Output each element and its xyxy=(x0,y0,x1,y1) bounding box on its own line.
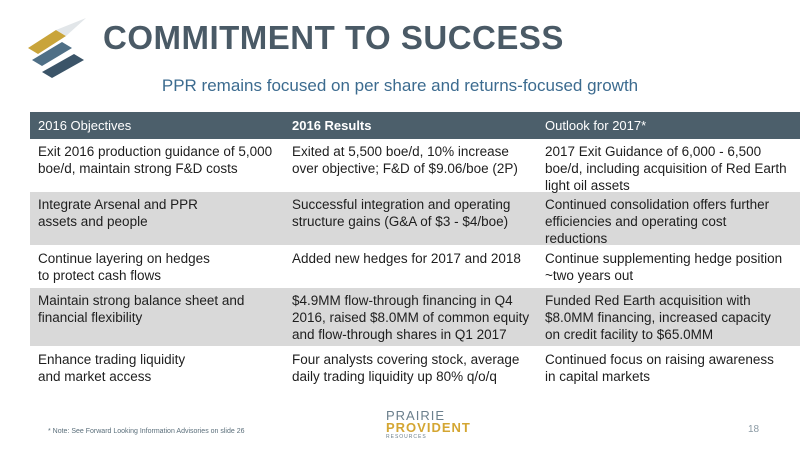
cell-line: to protect cash flows xyxy=(38,268,162,283)
cell-line: Successful integration and operating xyxy=(292,197,511,212)
cell-line: boe/d, maintain strong F&D costs xyxy=(38,161,238,176)
cell-line: efficiencies and operating cost xyxy=(545,214,727,229)
cell-line: 2017 Exit Guidance of 6,000 - 6,500 xyxy=(545,144,762,159)
objective-cell: Integrate Arsenal and PPR assets and peo… xyxy=(30,192,284,245)
page-title: COMMITMENT TO SUCCESS xyxy=(103,19,564,56)
cell-line: reductions xyxy=(545,231,608,246)
cell-line: structure gains (G&A of $3 - $4/boe) xyxy=(292,214,509,229)
cell-line: over objective; F&D of $9.06/boe (2P) xyxy=(292,161,518,176)
page-subtitle: PPR remains focused on per share and ret… xyxy=(161,76,639,95)
cell-line: Continued consolidation offers further xyxy=(545,197,770,212)
cell-line: financial flexibility xyxy=(38,310,143,325)
cell-line: 2016, raised $8.0MM of common equity xyxy=(292,310,530,325)
table-row: Exit 2016 production guidance of 5,000 b… xyxy=(30,139,800,193)
table-header-row: 2016 Objectives 2016 Results Outlook for… xyxy=(30,112,800,139)
outlook-cell: 2017 Exit Guidance of 6,000 - 6,500 boe/… xyxy=(537,139,800,193)
cell-line: and flow-through shares in Q1 2017 xyxy=(292,327,507,342)
cell-line: Four analysts covering stock, average xyxy=(292,352,520,367)
cell-line: light oil assets xyxy=(545,178,630,193)
cell-line: boe/d, including acquisition of Red Eart… xyxy=(545,161,787,176)
cell-line: assets and people xyxy=(38,214,148,229)
cell-line: Enhance trading liquidity xyxy=(38,352,186,367)
brand-line-prairie: PRAIRIE xyxy=(386,408,446,423)
brand-logo: PRAIRIE PROVIDENT RESOURCES xyxy=(386,408,486,440)
objective-cell: Exit 2016 production guidance of 5,000 b… xyxy=(30,139,284,191)
result-cell: Exited at 5,500 boe/d, 10% increase over… xyxy=(284,139,537,191)
objective-cell: Continue layering on hedges to protect c… xyxy=(30,246,284,287)
cell-line: ~two years out xyxy=(545,268,634,283)
cell-line: Maintain strong balance sheet and xyxy=(38,293,245,308)
result-cell: Four analysts covering stock, average da… xyxy=(284,347,537,392)
cell-line: Exited at 5,500 boe/d, 10% increase xyxy=(292,144,509,159)
brand-line-resources: RESOURCES xyxy=(386,434,427,440)
cell-line: and market access xyxy=(38,369,152,384)
outlook-cell: Continued consolidation offers further e… xyxy=(537,192,800,246)
objective-cell: Enhance trading liquidity and market acc… xyxy=(30,347,284,392)
objective-cell: Maintain strong balance sheet and financ… xyxy=(30,288,284,346)
company-logo-icon xyxy=(28,18,86,78)
result-cell: $4.9MM flow-through financing in Q4 2016… xyxy=(284,288,537,346)
objectives-table: 2016 Objectives 2016 Results Outlook for… xyxy=(30,112,800,393)
table-row: Enhance trading liquidity and market acc… xyxy=(30,347,800,393)
cell-line: in capital markets xyxy=(545,369,651,384)
table-row: Integrate Arsenal and PPR assets and peo… xyxy=(30,192,800,246)
column-header-objectives: 2016 Objectives xyxy=(38,118,132,133)
result-cell: Successful integration and operating str… xyxy=(284,192,537,245)
result-cell: Added new hedges for 2017 and 2018 xyxy=(284,246,537,287)
cell-line: Continued focus on raising awareness xyxy=(545,352,774,367)
page-number: 18 xyxy=(748,424,760,435)
table-row: Continue layering on hedges to protect c… xyxy=(30,246,800,288)
cell-line: Continue supplementing hedge position xyxy=(545,251,783,266)
cell-line: $4.9MM flow-through financing in Q4 xyxy=(292,293,513,308)
brand-line-provident: PROVIDENT xyxy=(386,420,471,435)
outlook-cell: Continue supplementing hedge position ~t… xyxy=(537,246,800,287)
cell-line: Funded Red Earth acquisition with xyxy=(545,293,751,308)
column-header-outlook: Outlook for 2017* xyxy=(545,118,647,133)
table-row: Maintain strong balance sheet and financ… xyxy=(30,288,800,347)
cell-line: Exit 2016 production guidance of 5,000 xyxy=(38,144,273,159)
cell-line: Added new hedges for 2017 and 2018 xyxy=(292,251,521,266)
column-header-results: 2016 Results xyxy=(292,118,372,133)
cell-line: Integrate Arsenal and PPR xyxy=(38,197,198,212)
cell-line: on credit facility to $65.0MM xyxy=(545,327,714,342)
cell-line: Continue layering on hedges xyxy=(38,251,210,266)
cell-line: $8.0MM financing, increased capacity xyxy=(545,310,771,325)
footnote: * Note: See Forward Looking Information … xyxy=(48,428,245,435)
cell-line: daily trading liquidity up 80% q/o/q xyxy=(292,369,497,384)
outlook-cell: Funded Red Earth acquisition with $8.0MM… xyxy=(537,288,800,346)
outlook-cell: Continued focus on raising awareness in … xyxy=(537,347,800,392)
